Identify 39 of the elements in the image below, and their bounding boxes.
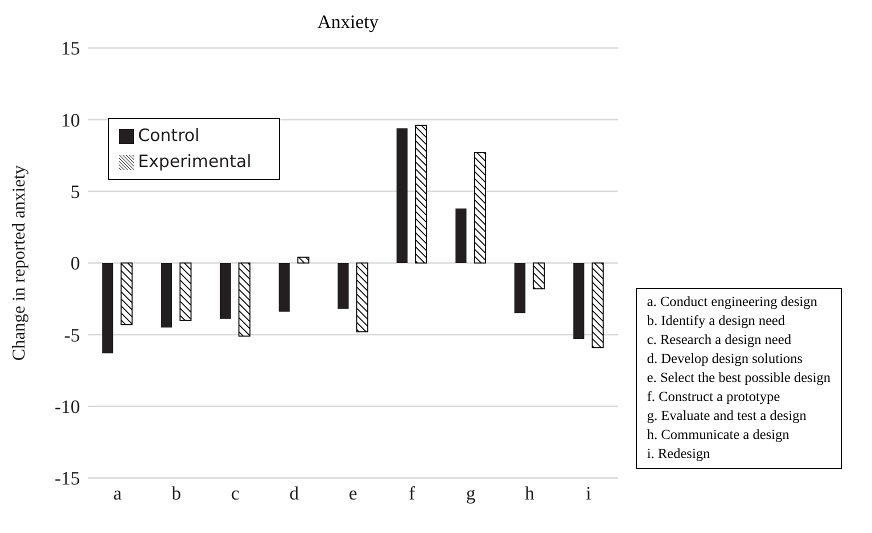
y-tick-label: -15 — [54, 468, 80, 490]
y-tick-label: 15 — [61, 38, 80, 60]
bar — [415, 124, 428, 264]
bar — [278, 263, 290, 312]
bar — [220, 263, 231, 319]
legend-label: Control — [138, 126, 200, 146]
bar — [238, 262, 250, 337]
y-axis-title: Change in reported anxiety — [8, 165, 28, 361]
bar — [102, 263, 114, 354]
bar — [120, 262, 133, 326]
bar — [180, 262, 192, 321]
x-tick-label: c — [231, 483, 240, 504]
bar — [474, 152, 486, 264]
x-tick-label: f — [408, 483, 416, 504]
y-tick-label: -10 — [54, 397, 80, 418]
x-tick-label: i — [586, 483, 592, 504]
x-tick-label: e — [348, 483, 358, 504]
bar — [455, 208, 466, 263]
legend-label: Experimental — [138, 152, 252, 172]
x-tick-label: h — [524, 483, 535, 504]
letter-key: a. Conduct engineering design b. Identify a design need c. Research a design need d. Develop design solutions e. Select the best possible design f. Construct a prototype g. Evaluate and test a design h. Communicate a design i. Redesign — [636, 288, 842, 469]
x-tick-label: d — [289, 483, 300, 504]
bar — [573, 263, 584, 339]
bar — [532, 262, 545, 290]
x-tick-label: b — [172, 483, 182, 504]
y-tick-label: -5 — [64, 325, 80, 346]
bar — [592, 262, 604, 348]
y-tick-label: 0 — [70, 254, 80, 275]
y-tick-label: 10 — [61, 110, 80, 132]
chart-title: Anxiety — [316, 12, 380, 34]
bar — [356, 262, 368, 332]
bar — [514, 263, 526, 314]
bar — [396, 128, 408, 263]
bar — [338, 263, 349, 309]
bar — [161, 263, 172, 328]
x-tick-label: g — [466, 483, 476, 504]
x-tick-label: a — [113, 483, 122, 504]
bar — [297, 256, 310, 264]
y-tick-label: 5 — [70, 182, 80, 204]
